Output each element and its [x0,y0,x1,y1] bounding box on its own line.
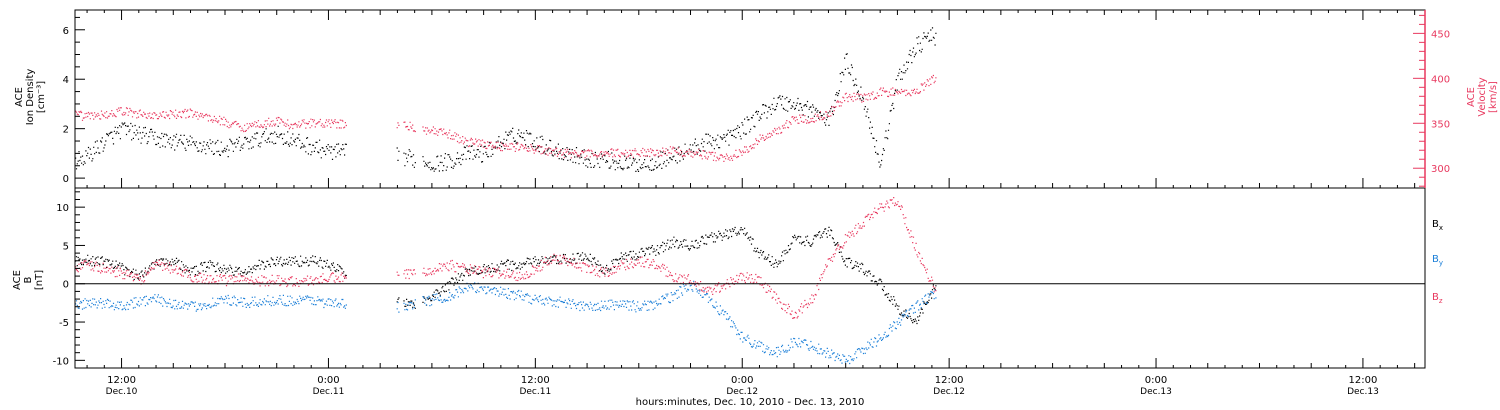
density-tick-label: 2 [63,125,69,136]
velocity-ylabel-2: Velocity [1477,77,1488,116]
b-tick-label: -5 [59,318,69,329]
x-tick-label-date: Dec.13 [1140,387,1172,397]
x-tick-label-time: 0:00 [1145,375,1167,386]
axes-layer: 0246300350400450-10-5051012:00Dec.100:00… [53,9,1450,397]
velocity-tick-label: 400 [1431,74,1450,85]
x-tick-label-time: 0:00 [317,375,339,386]
x-tick-label-date: Dec.12 [726,387,758,397]
b-ylabel-2: B [23,276,34,283]
velocity-series [75,74,937,162]
x-tick-label-time: 12:00 [935,375,964,386]
b-tick-label: 5 [63,241,69,252]
b-tick-label: 0 [63,280,69,291]
x-tick-label-date: Dec.12 [933,387,965,397]
b-tick-label: -10 [53,356,69,367]
velocity-tick-label: 300 [1431,164,1450,175]
density-ylabel-2: Ion Density [25,69,36,126]
panel2-frame [74,187,1426,369]
velocity-tick-label: 450 [1431,29,1450,40]
b-ylabel-3: [nT] [34,270,45,290]
density-ylabel-1: ACE [14,87,25,107]
x-tick-label-time: 12:00 [107,375,136,386]
bz-series [75,197,937,319]
x-tick-label-time: 0:00 [731,375,753,386]
x-tick-label-time: 12:00 [521,375,550,386]
panel1-frame [74,9,1426,189]
x-tick-label-date: Dec.11 [313,387,345,397]
panel1-data-layer [75,27,937,172]
velocity-ylabel-3: [km/s] [1488,81,1499,113]
x-axis-title: hours:minutes, Dec. 10, 2010 - Dec. 13, … [636,397,865,408]
density-tick-label: 6 [63,26,69,37]
by-series [75,280,937,365]
x-tick-label-date: Dec.13 [1347,387,1379,397]
b-ylabel-1: ACE [12,270,23,290]
x-tick-label-time: 12:00 [1349,375,1378,386]
density-tick-label: 0 [63,174,69,185]
legend-bx: Bx [1432,219,1443,232]
density-ylabel-3: [cm⁻³] [36,81,47,113]
velocity-tick-label: 350 [1431,119,1450,130]
panel2-data-layer [75,197,937,365]
legend-by: By [1432,254,1443,267]
legend-bz: Bz [1432,292,1443,305]
density-series [75,27,937,172]
x-tick-label-date: Dec.10 [106,387,138,397]
b-tick-label: 10 [56,203,69,214]
x-tick-label-date: Dec.11 [519,387,551,397]
velocity-ylabel-1: ACE [1466,87,1477,107]
density-tick-label: 4 [63,75,69,86]
